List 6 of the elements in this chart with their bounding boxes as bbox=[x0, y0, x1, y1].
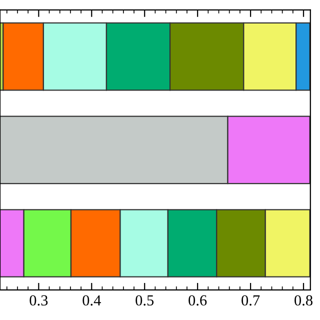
x-tick-label: 0.4 bbox=[82, 295, 101, 306]
x-tick-label: 0.8 bbox=[294, 295, 312, 306]
x-tick-label: 0.5 bbox=[136, 295, 154, 306]
x-tick-label: 0.6 bbox=[188, 295, 207, 306]
x-tick-label: 0.7 bbox=[242, 295, 260, 306]
x-tick-label: 0.3 bbox=[30, 295, 48, 306]
